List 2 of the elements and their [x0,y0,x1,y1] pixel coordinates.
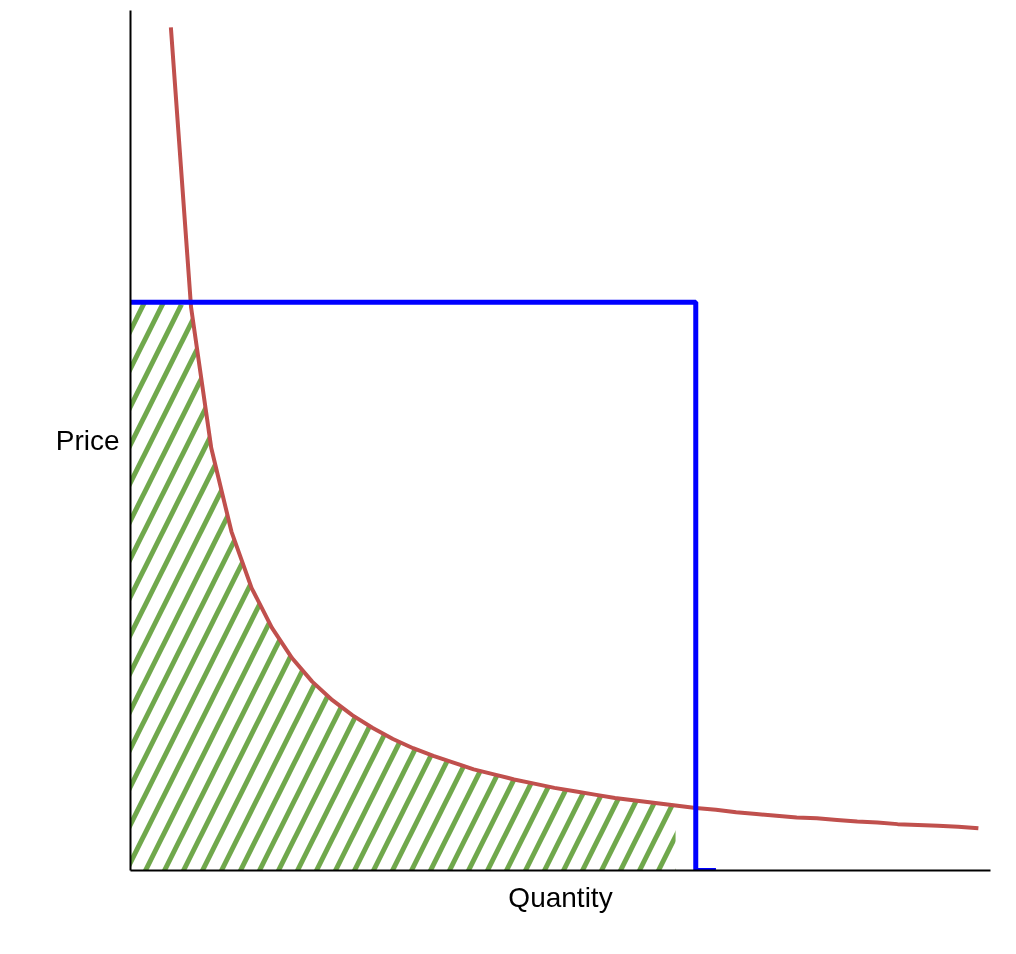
y-axis-title: Price [55,425,120,456]
x-axis-title: Quantity [508,881,613,913]
